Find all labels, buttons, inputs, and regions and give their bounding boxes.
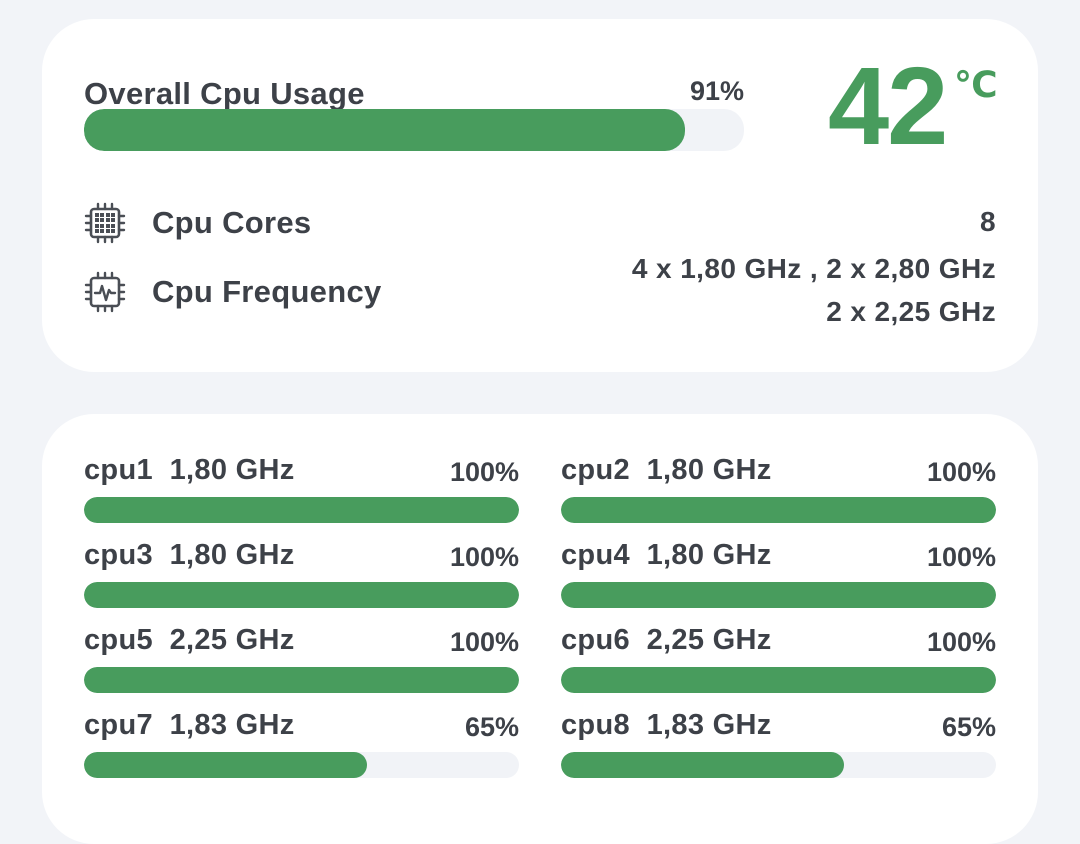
cpu-cores-value: 8 xyxy=(980,206,996,237)
core-name: cpu3 1,80 GHz xyxy=(84,539,295,572)
core-usage-percent: 100% xyxy=(926,457,996,487)
cpu-summary-card: Overall Cpu Usage 91% 42 ℃ Cpu Cores 8 xyxy=(42,19,1038,372)
core-item: cpu8 1,83 GHz 65% xyxy=(561,709,996,789)
core-usage-bar xyxy=(561,582,996,608)
core-item: cpu5 2,25 GHz 100% xyxy=(84,624,519,704)
core-usage-bar-fill xyxy=(561,667,996,693)
core-usage-bar xyxy=(84,497,519,523)
core-item: cpu3 1,80 GHz 100% xyxy=(84,539,519,619)
core-name: cpu2 1,80 GHz xyxy=(561,454,772,487)
core-usage-bar xyxy=(84,582,519,608)
core-usage-percent: 65% xyxy=(941,712,996,742)
core-id: cpu4 xyxy=(561,539,630,571)
core-usage-bar xyxy=(84,752,519,778)
core-name: cpu5 2,25 GHz xyxy=(84,624,295,657)
core-usage-percent: 100% xyxy=(926,542,996,572)
core-usage-percent: 100% xyxy=(926,627,996,657)
core-frequency: 1,83 GHz xyxy=(646,709,772,741)
cpu-temperature-unit: ℃ xyxy=(954,64,998,105)
core-name: cpu7 1,83 GHz xyxy=(84,709,295,742)
core-usage-bar-fill xyxy=(84,752,367,778)
core-frequency: 2,25 GHz xyxy=(646,624,772,656)
cpu-frequency-label: Cpu Frequency xyxy=(152,274,382,309)
core-id: cpu5 xyxy=(84,624,153,656)
core-usage-bar-fill xyxy=(84,667,519,693)
overall-cpu-usage-bar-fill xyxy=(84,109,685,151)
core-id: cpu2 xyxy=(561,454,630,486)
core-usage-bar-fill xyxy=(84,582,519,608)
core-name: cpu6 2,25 GHz xyxy=(561,624,772,657)
core-frequency: 1,80 GHz xyxy=(646,539,772,571)
cpu-chip-icon xyxy=(84,202,126,244)
core-item: cpu6 2,25 GHz 100% xyxy=(561,624,996,704)
core-id: cpu8 xyxy=(561,709,630,741)
cpu-cores-card: cpu1 1,80 GHz 100% cpu2 1,80 GHz 100% cp… xyxy=(42,414,1038,844)
core-id: cpu1 xyxy=(84,454,153,486)
core-usage-bar xyxy=(561,752,996,778)
core-usage-bar-fill xyxy=(561,497,996,523)
core-name: cpu4 1,80 GHz xyxy=(561,539,772,572)
core-name: cpu1 1,80 GHz xyxy=(84,454,295,487)
core-usage-percent: 65% xyxy=(464,712,519,742)
core-frequency: 1,80 GHz xyxy=(646,454,772,486)
core-usage-bar xyxy=(561,667,996,693)
core-item: cpu7 1,83 GHz 65% xyxy=(84,709,519,789)
overall-cpu-usage-bar xyxy=(84,109,744,151)
core-usage-bar xyxy=(561,497,996,523)
core-item: cpu2 1,80 GHz 100% xyxy=(561,454,996,534)
cpu-temperature: 42 ℃ xyxy=(828,45,998,168)
core-usage-percent: 100% xyxy=(449,542,519,572)
core-frequency: 1,83 GHz xyxy=(169,709,295,741)
cpu-cores-label: Cpu Cores xyxy=(152,205,312,240)
overall-cpu-usage-percent: 91% xyxy=(689,76,744,106)
core-item: cpu1 1,80 GHz 100% xyxy=(84,454,519,534)
cpu-temperature-value: 42 xyxy=(828,45,948,168)
overall-cpu-usage-label: Overall Cpu Usage xyxy=(84,76,365,111)
core-item: cpu4 1,80 GHz 100% xyxy=(561,539,996,619)
core-id: cpu6 xyxy=(561,624,630,656)
core-name: cpu8 1,83 GHz xyxy=(561,709,772,742)
core-frequency: 1,80 GHz xyxy=(169,539,295,571)
core-usage-bar-fill xyxy=(84,497,519,523)
core-frequency: 1,80 GHz xyxy=(169,454,295,486)
core-usage-percent: 100% xyxy=(449,627,519,657)
core-usage-bar-fill xyxy=(561,582,996,608)
core-usage-bar xyxy=(84,667,519,693)
cpu-frequency-value-line1: 4 x 1,80 GHz , 2 x 2,80 GHz xyxy=(631,253,996,284)
core-usage-percent: 100% xyxy=(449,457,519,487)
core-frequency: 2,25 GHz xyxy=(169,624,295,656)
cpu-frequency-icon xyxy=(84,271,126,313)
cpu-frequency-value-line2: 2 x 2,25 GHz xyxy=(826,296,996,327)
core-id: cpu3 xyxy=(84,539,153,571)
core-id: cpu7 xyxy=(84,709,153,741)
core-usage-bar-fill xyxy=(561,752,844,778)
